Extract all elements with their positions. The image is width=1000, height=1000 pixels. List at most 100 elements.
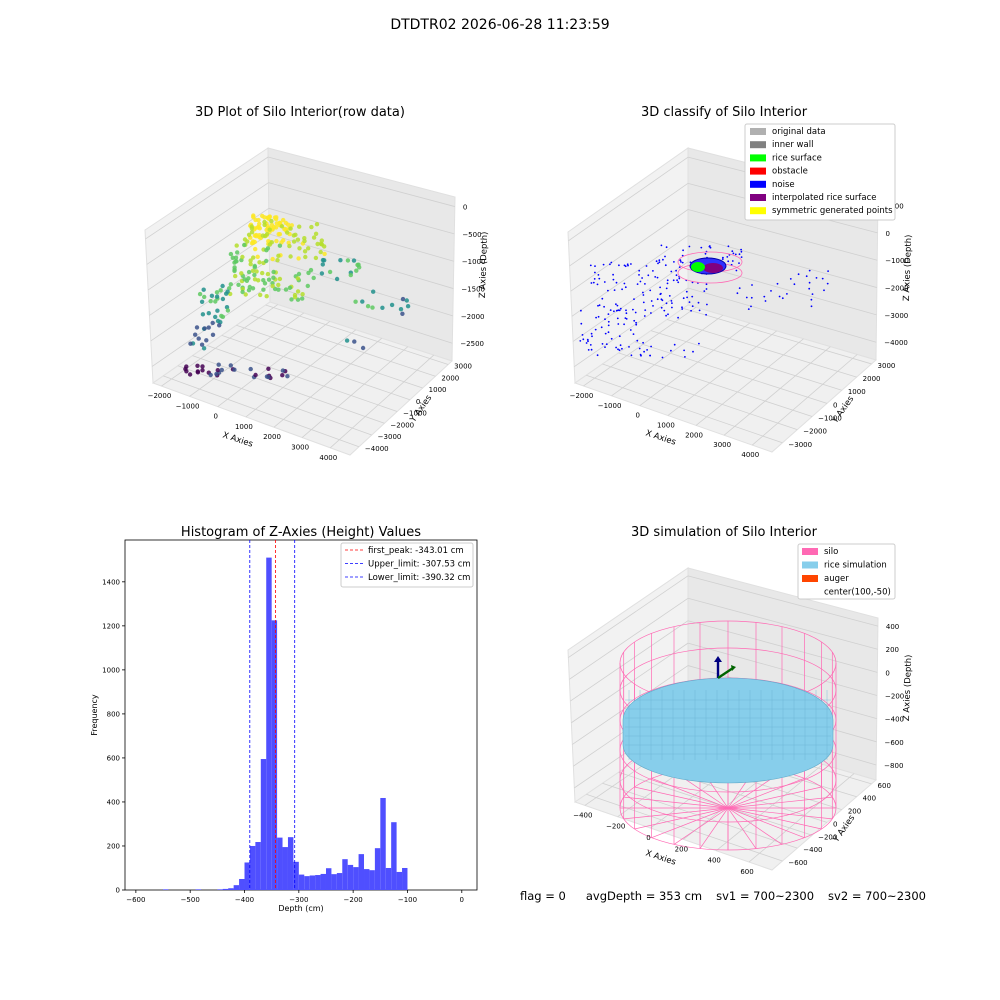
histogram-ticks: −600 −500 −400 −300 −200 −100 0 0 200 400 600 800 10…	[102, 578, 464, 904]
raw-point	[295, 289, 301, 294]
z-gridline	[147, 207, 270, 291]
histogram-legend	[340, 542, 474, 588]
classify-noise-point	[604, 332, 607, 335]
raw-point	[220, 283, 225, 289]
z-tick-label: 0	[463, 204, 467, 212]
classify-noise-point	[665, 287, 668, 290]
classify-noise-point	[751, 284, 753, 286]
classify-noise-point	[612, 278, 615, 281]
x-tick-label: 600	[740, 868, 753, 876]
x-tick-label: 0	[635, 412, 639, 420]
classify-noise-point	[613, 289, 616, 291]
raw-point	[264, 231, 270, 237]
raw-point	[371, 289, 376, 294]
x-gridline	[161, 304, 279, 387]
sv2-text: sv2 = 700~2300	[828, 889, 926, 903]
classify-noise-point	[677, 316, 679, 319]
z-gridline	[687, 575, 879, 627]
classify-noise-point	[590, 348, 593, 351]
histogram-bar	[374, 848, 381, 890]
classify-noise-point	[704, 252, 707, 255]
y-gridline	[650, 330, 842, 391]
x-tick-label: −2000	[570, 392, 594, 400]
classify-noise-point	[616, 317, 619, 320]
z-gridline	[570, 209, 689, 292]
raw-point	[204, 338, 209, 343]
raw-point	[254, 269, 259, 274]
legend-label: Upper_limit: -307.53 cm	[368, 560, 471, 570]
legend-swatch	[802, 548, 818, 555]
raw-point	[400, 311, 405, 316]
z-tick-label: 0	[885, 669, 889, 677]
raw-point	[353, 299, 358, 304]
raw-point	[239, 271, 244, 276]
y-tick-label: 0	[833, 820, 837, 828]
raw-point	[400, 296, 406, 302]
histogram-bar	[385, 867, 392, 890]
y-tick-label: −200	[818, 833, 837, 841]
histogram-bar	[195, 889, 202, 890]
raw-point	[352, 339, 357, 344]
classify-noise-point	[665, 302, 668, 305]
histogram-plot-area	[124, 539, 478, 891]
y-gridline	[586, 374, 783, 444]
simulation-y-label: Y Axies	[831, 813, 858, 845]
x-tick-label: −1000	[176, 402, 200, 410]
z-gridline	[572, 261, 689, 342]
raw-point	[302, 238, 307, 244]
status-footer: flag = 0 avgDepth = 353 cm sv1 = 700~2300 s…	[520, 889, 940, 903]
classify-noise-point	[642, 301, 645, 304]
raw-point	[228, 251, 234, 257]
classify-3d-panel: 3D classify of Silo Interior −2000 −1000 0…	[567, 105, 914, 459]
z-tick-label: −2000	[885, 285, 909, 293]
raw-point	[271, 269, 276, 275]
raw-point	[271, 275, 276, 280]
classify-noise-point	[642, 341, 644, 344]
classify-noise-point	[679, 259, 682, 262]
raw-point	[314, 222, 320, 227]
z-tick-label: −600	[884, 739, 903, 747]
classify-noise-point	[621, 347, 623, 350]
classify-rice-surface-patch	[691, 262, 705, 272]
raw-point	[195, 363, 200, 368]
raw-point	[253, 372, 258, 378]
raw-point	[255, 254, 260, 259]
raw-gridlines	[145, 156, 455, 449]
classify-y-label: Y Axies	[830, 394, 857, 426]
raw-point	[196, 336, 201, 341]
raw-point	[365, 304, 371, 309]
y-tick-label: 200	[848, 808, 861, 816]
classify-noise-point	[597, 274, 600, 276]
x-gridline	[639, 322, 751, 406]
histogram-bar	[391, 822, 397, 890]
y-tick-label: −3000	[788, 441, 812, 449]
raw-point	[285, 230, 290, 235]
z-gridline	[268, 182, 455, 235]
classify-noise-point	[764, 300, 767, 302]
classify-noise-point	[691, 281, 694, 284]
z-gridline	[149, 233, 270, 316]
classify-noise-point	[808, 269, 811, 272]
classify-noise-point	[642, 294, 645, 296]
y-gridline	[683, 307, 872, 365]
classify-noise-point	[659, 293, 662, 296]
classify-noise-point	[810, 305, 813, 308]
classify-noise-point	[745, 296, 748, 299]
raw-point	[252, 265, 257, 270]
histogram-bar	[266, 557, 272, 890]
classify-noise-point	[681, 254, 684, 257]
raw-point	[389, 302, 395, 308]
y-gridline	[265, 304, 449, 365]
silo-floor-spoke	[634, 786, 729, 809]
raw-point	[224, 305, 230, 310]
classify-noise-point	[673, 261, 675, 263]
raw-point	[295, 237, 301, 242]
raw-point	[188, 341, 193, 346]
classify-noise-point	[655, 260, 658, 263]
classify-noise-point	[580, 309, 582, 312]
classify-z-label: Z Axies (Depth)	[902, 234, 914, 301]
raw-point	[249, 230, 255, 235]
classify-noise-point	[750, 296, 753, 299]
classify-noise-point	[670, 349, 672, 352]
raw-point	[297, 224, 302, 229]
